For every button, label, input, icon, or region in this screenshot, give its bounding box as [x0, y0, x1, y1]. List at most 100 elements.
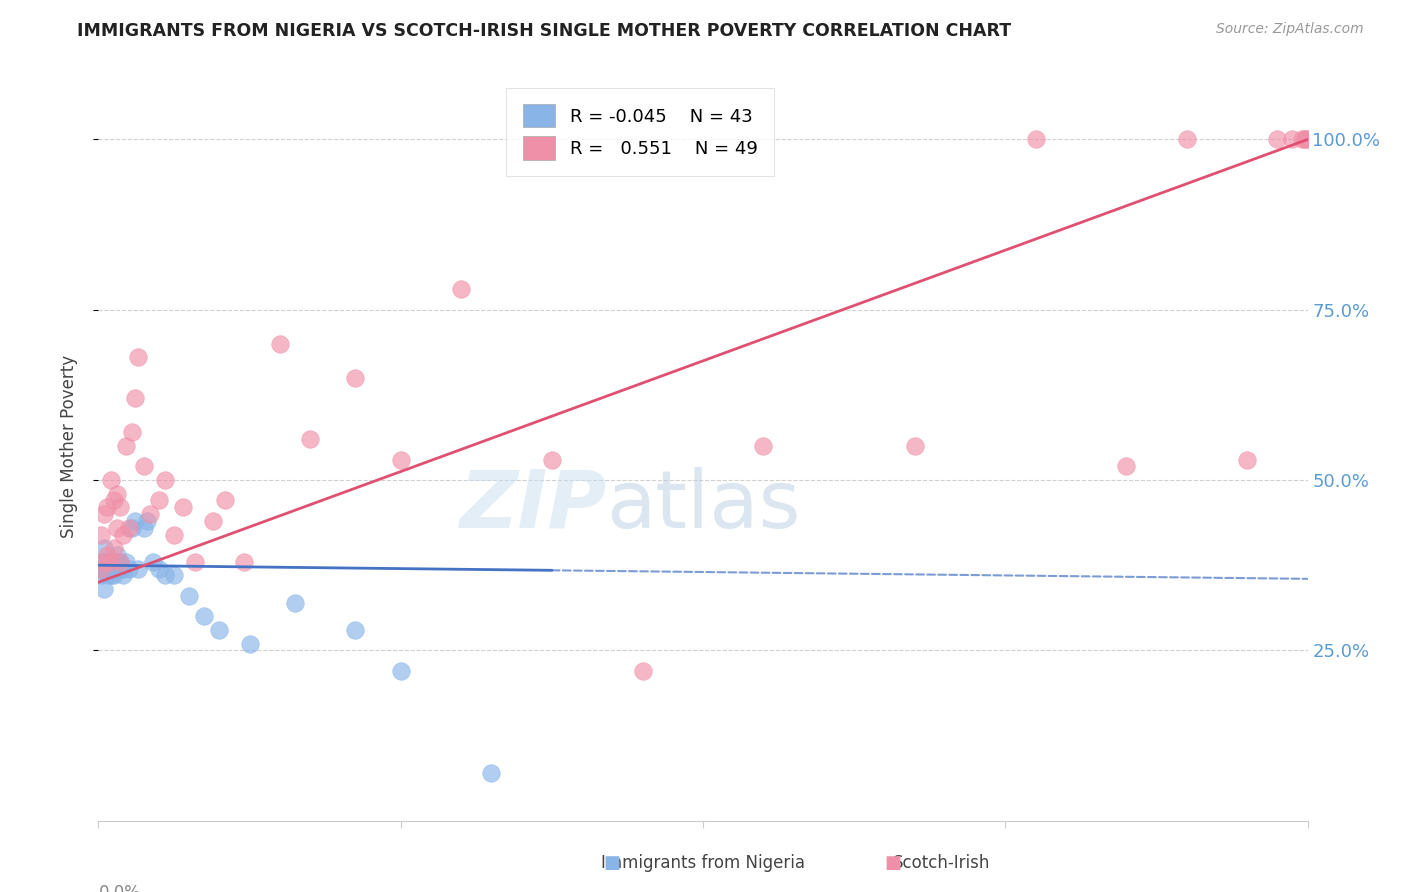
Point — [284, 596, 307, 610]
Point — [108, 561, 131, 575]
Text: Source: ZipAtlas.com: Source: ZipAtlas.com — [1216, 22, 1364, 37]
Point — [90, 561, 112, 575]
Point — [202, 514, 225, 528]
Point — [111, 568, 134, 582]
Point — [1294, 132, 1316, 146]
Point — [103, 568, 125, 582]
Point — [232, 555, 254, 569]
Point — [96, 548, 118, 562]
Legend: R = -0.045    N = 43, R =   0.551    N = 49: R = -0.045 N = 43, R = 0.551 N = 49 — [506, 88, 773, 176]
Point — [904, 439, 927, 453]
Point — [142, 555, 165, 569]
Point — [103, 555, 125, 569]
Point — [111, 561, 134, 575]
Text: ■: ■ — [603, 855, 620, 872]
Point — [540, 452, 562, 467]
Point — [90, 568, 112, 582]
Point — [450, 282, 472, 296]
Point — [344, 371, 367, 385]
Point — [139, 507, 162, 521]
Point — [100, 555, 122, 569]
Text: ZIP: ZIP — [458, 467, 606, 545]
Point — [96, 555, 118, 569]
Point — [148, 561, 170, 575]
Point — [108, 500, 131, 515]
Point — [108, 555, 131, 569]
Point — [93, 561, 115, 575]
Point — [1236, 452, 1258, 467]
Point — [100, 473, 122, 487]
Point — [111, 527, 134, 541]
Point — [1281, 132, 1303, 146]
Point — [114, 555, 136, 569]
Text: Immigrants from Nigeria: Immigrants from Nigeria — [600, 855, 806, 872]
Point — [96, 561, 118, 575]
Point — [163, 568, 186, 582]
Point — [1024, 132, 1046, 146]
Point — [239, 636, 262, 650]
Point — [118, 521, 141, 535]
Point — [121, 521, 143, 535]
Point — [132, 459, 155, 474]
Text: atlas: atlas — [606, 467, 800, 545]
Point — [389, 452, 412, 467]
Text: Scotch-Irish: Scotch-Irish — [893, 855, 991, 872]
Point — [184, 555, 207, 569]
Point — [1175, 132, 1198, 146]
Point — [389, 664, 412, 678]
Point — [269, 336, 291, 351]
Point — [193, 609, 215, 624]
Point — [148, 493, 170, 508]
Point — [91, 561, 114, 575]
Point — [96, 500, 118, 515]
Point — [89, 561, 111, 575]
Point — [105, 555, 128, 569]
Text: ■: ■ — [884, 855, 901, 872]
Point — [1267, 132, 1289, 146]
Text: IMMIGRANTS FROM NIGERIA VS SCOTCH-IRISH SINGLE MOTHER POVERTY CORRELATION CHART: IMMIGRANTS FROM NIGERIA VS SCOTCH-IRISH … — [77, 22, 1011, 40]
Point — [172, 500, 194, 515]
Point — [163, 527, 186, 541]
Point — [105, 548, 128, 562]
Point — [127, 351, 149, 365]
Point — [100, 561, 122, 575]
Point — [1294, 132, 1316, 146]
Point — [93, 541, 115, 556]
Point — [108, 555, 131, 569]
Point — [96, 561, 118, 575]
Point — [93, 555, 115, 569]
Point — [121, 425, 143, 440]
Point — [299, 432, 322, 446]
Point — [93, 582, 115, 596]
Point — [153, 568, 176, 582]
Point — [1115, 459, 1137, 474]
Point — [96, 568, 118, 582]
Point — [631, 664, 654, 678]
Text: 0.0%: 0.0% — [98, 884, 141, 892]
Point — [103, 561, 125, 575]
Point — [105, 486, 128, 500]
Point — [118, 561, 141, 575]
Point — [481, 766, 503, 780]
Point — [132, 521, 155, 535]
Point — [1296, 132, 1319, 146]
Point — [1291, 132, 1313, 146]
Point — [127, 561, 149, 575]
Point — [100, 568, 122, 582]
Point — [135, 514, 157, 528]
Point — [90, 527, 112, 541]
Point — [752, 439, 775, 453]
Point — [124, 392, 146, 406]
Point — [344, 623, 367, 637]
Point — [124, 514, 146, 528]
Point — [103, 541, 125, 556]
Point — [208, 623, 231, 637]
Point — [93, 507, 115, 521]
Point — [153, 473, 176, 487]
Point — [114, 439, 136, 453]
Point — [100, 555, 122, 569]
Point — [105, 521, 128, 535]
Point — [214, 493, 236, 508]
Point — [90, 555, 112, 569]
Point — [103, 493, 125, 508]
